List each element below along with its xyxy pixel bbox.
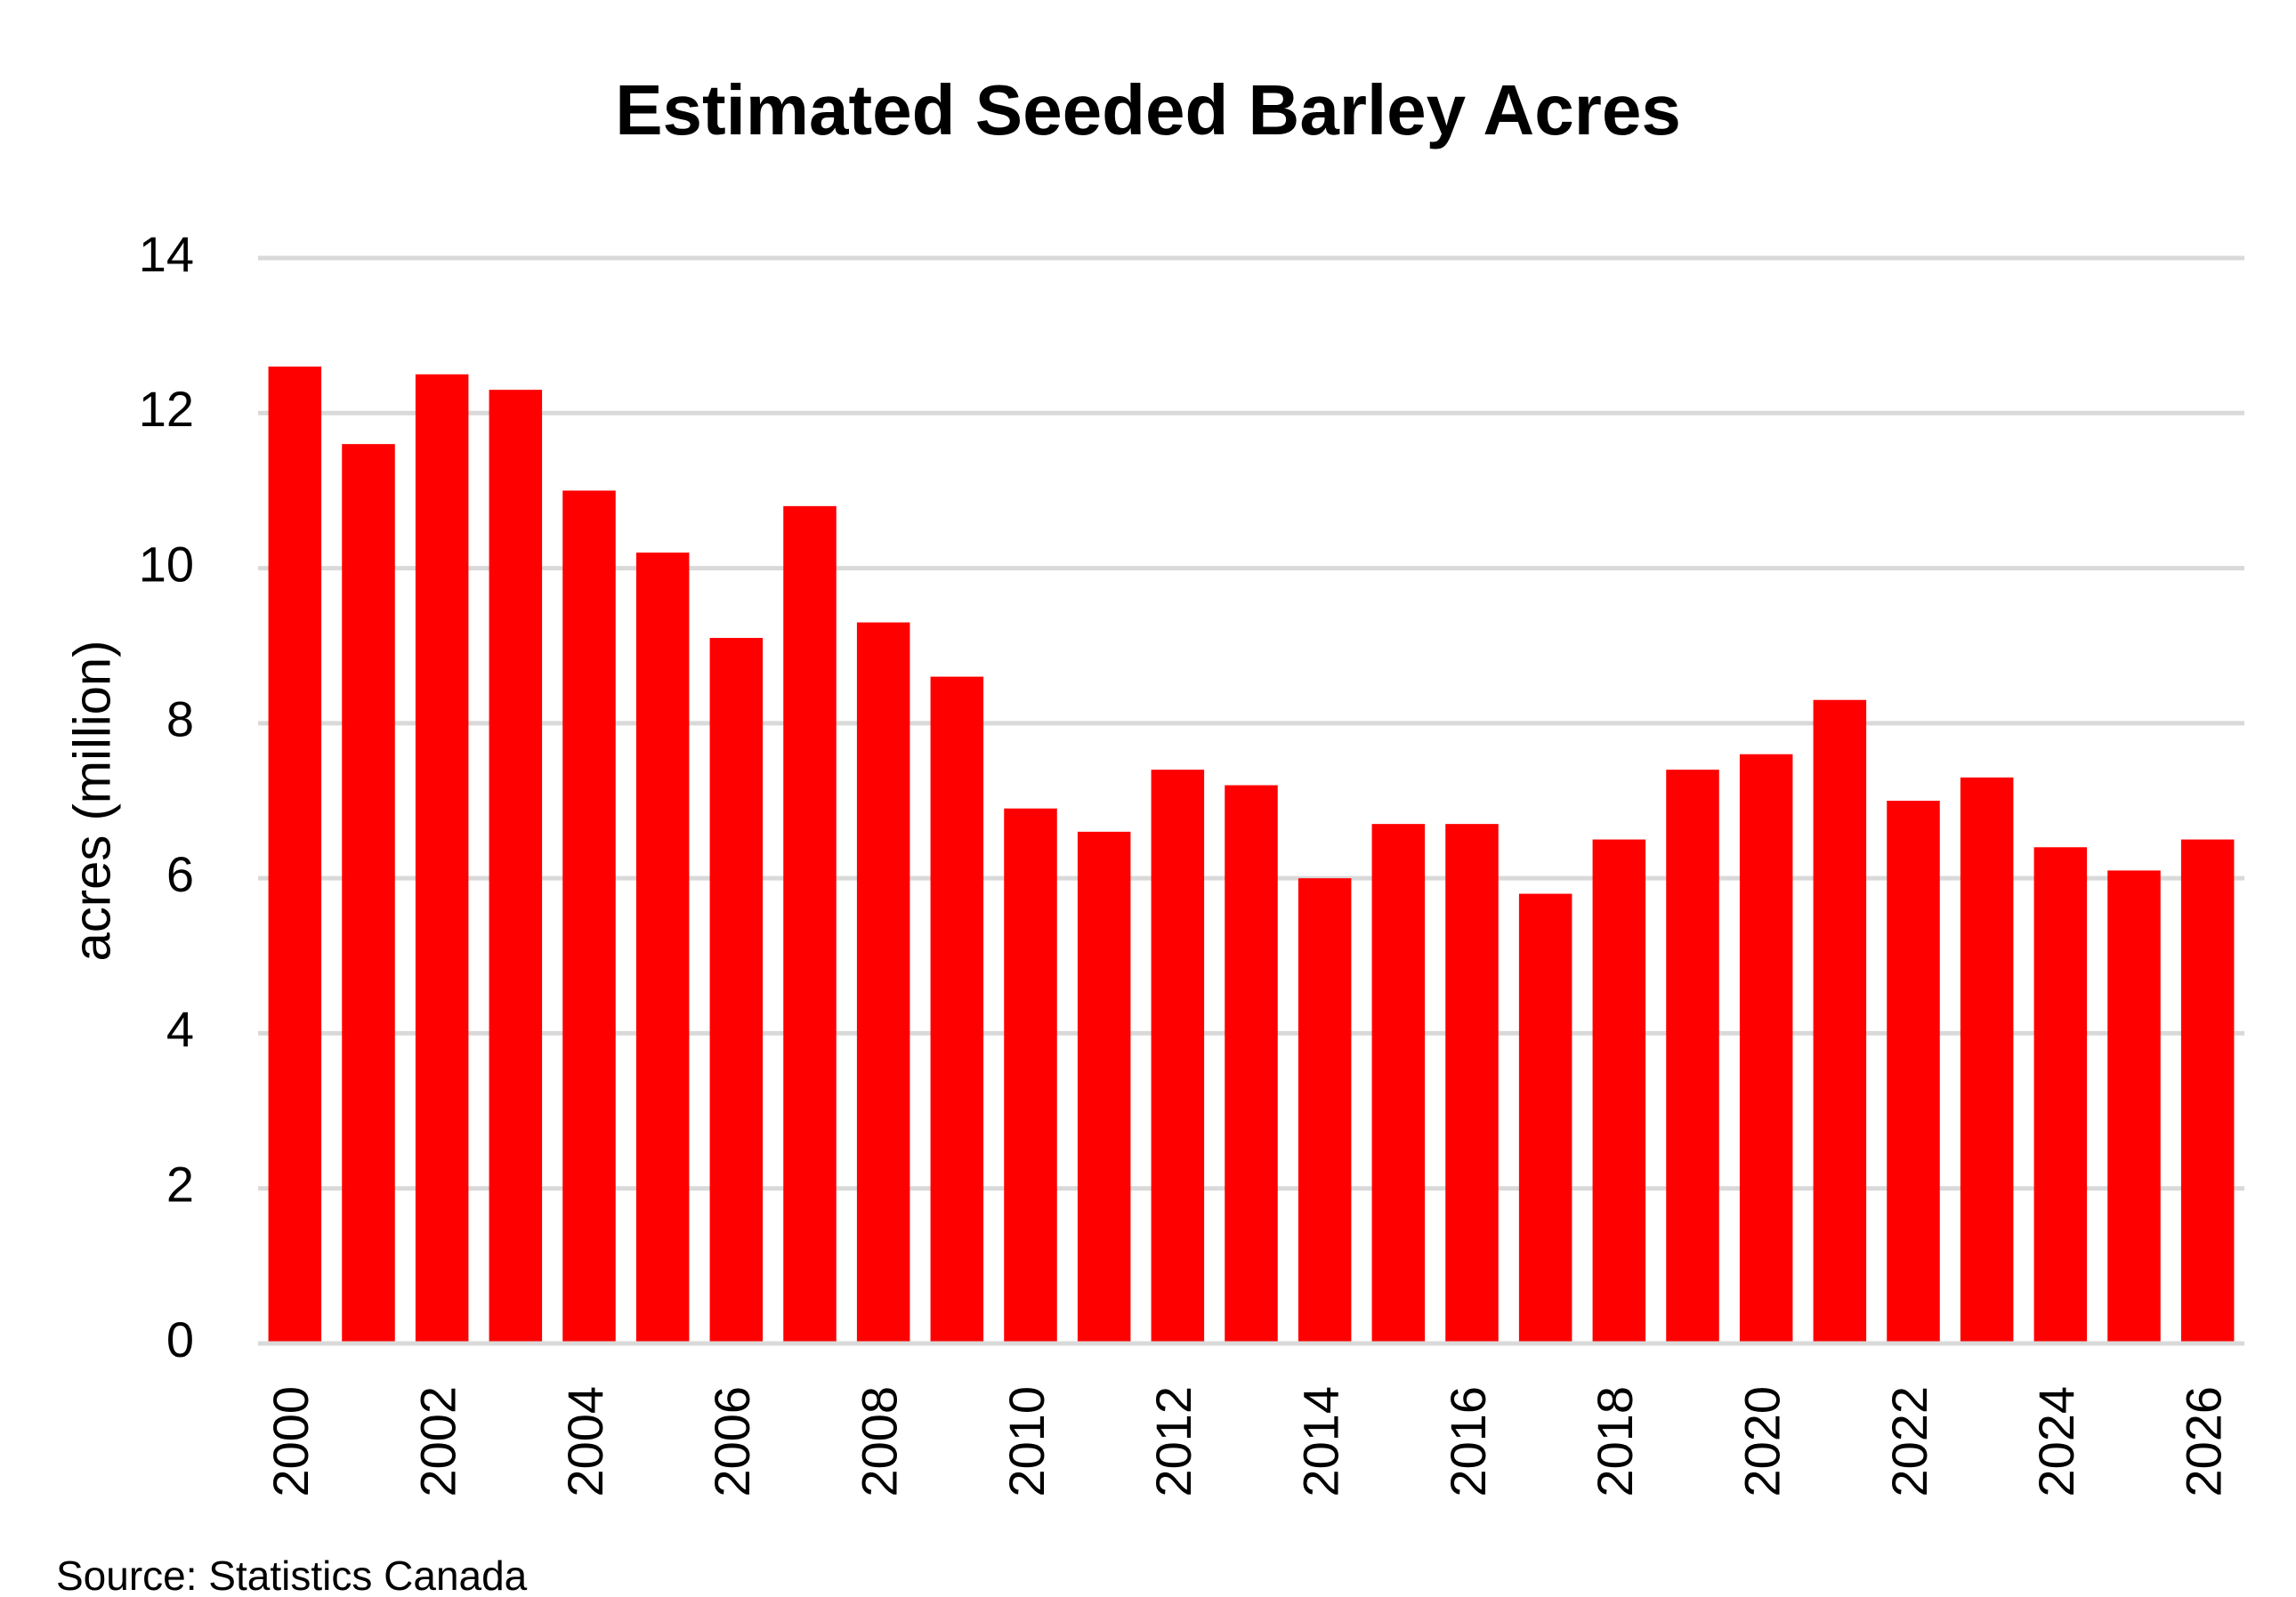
y-tick-label: 12 (139, 381, 194, 437)
bar (1666, 770, 1719, 1343)
x-tick-label: 2004 (557, 1386, 613, 1497)
bar (1887, 801, 1940, 1343)
chart-title: Estimated Seeded Barley Acres (615, 70, 1681, 149)
bar (783, 505, 837, 1343)
bar (1151, 770, 1205, 1343)
y-tick-label: 6 (166, 846, 194, 902)
bar (1813, 699, 1867, 1343)
x-tick-label: 2026 (2175, 1386, 2231, 1497)
source-note: Source: Statistics Canada (56, 1553, 528, 1597)
bar (1225, 785, 1278, 1343)
x-tick-label: 2016 (1440, 1386, 1496, 1497)
x-tick-label: 2024 (2028, 1386, 2084, 1497)
bar (635, 552, 690, 1343)
bar (1518, 893, 1572, 1343)
x-tick-label: 2000 (263, 1386, 319, 1497)
x-tick-label: 2002 (409, 1386, 465, 1497)
bar (1739, 754, 1793, 1343)
x-tick-label: 2020 (1734, 1386, 1790, 1497)
bar (1445, 824, 1499, 1343)
bar (489, 390, 543, 1344)
x-tick-label: 2006 (704, 1386, 760, 1497)
bar (2180, 839, 2235, 1343)
y-tick-label: 2 (166, 1157, 194, 1213)
bar (342, 444, 395, 1344)
bar (930, 676, 984, 1343)
bar (1371, 824, 1426, 1343)
x-tick-label: 2008 (851, 1386, 907, 1497)
bar (2107, 870, 2161, 1343)
y-tick-label: 14 (139, 226, 194, 282)
bar (856, 622, 910, 1343)
y-tick-label: 8 (166, 691, 194, 747)
x-tick-label: 2022 (1881, 1386, 1937, 1497)
bar (1004, 808, 1057, 1343)
y-tick-label: 4 (166, 1001, 194, 1057)
x-tick-label: 2018 (1587, 1386, 1643, 1497)
bar (1592, 839, 1646, 1343)
x-tick-label: 2014 (1292, 1386, 1348, 1497)
bar (1077, 831, 1131, 1343)
bar (1960, 777, 2014, 1343)
bar (2033, 847, 2088, 1343)
y-axis-label: acres (million) (63, 641, 121, 962)
bar (415, 374, 469, 1343)
x-tick-label: 2012 (1145, 1386, 1201, 1497)
bar (709, 638, 764, 1343)
y-tick-label: 10 (139, 536, 194, 592)
bar (268, 367, 322, 1343)
x-tick-label: 2010 (998, 1386, 1055, 1497)
y-tick-label: 0 (166, 1311, 194, 1367)
bar (562, 490, 616, 1343)
bar (1298, 878, 1352, 1343)
